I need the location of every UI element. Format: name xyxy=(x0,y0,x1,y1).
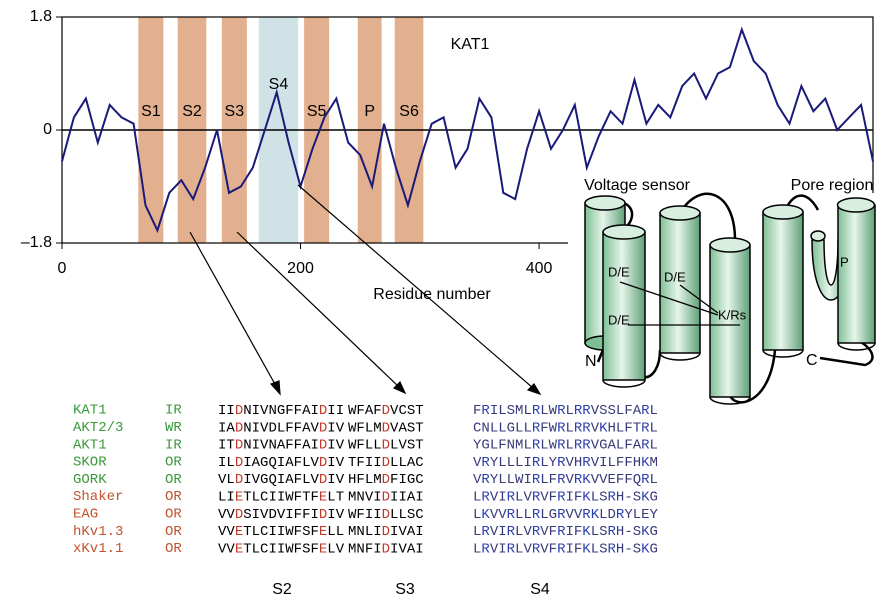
label: C xyxy=(806,352,818,369)
x-tick-label: 200 xyxy=(287,260,314,277)
rectifier-type: IR xyxy=(165,403,182,419)
protein-name: AKT2/3 xyxy=(73,420,123,436)
sequence: MNLIDIVAI xyxy=(348,524,424,540)
label: D/E xyxy=(608,264,630,279)
region-label: S6 xyxy=(399,103,419,120)
sequence: YGLFNMLRLWRLRRVGALFARL xyxy=(473,437,658,453)
rectifier-type: OR xyxy=(165,455,182,471)
sequence: VVETLCIIWFSFELL xyxy=(218,524,344,540)
annotation: KAT1 xyxy=(451,36,490,53)
sequence: VRYLLLIRLYRVHRVILFFHKM xyxy=(473,455,658,471)
label: D/E xyxy=(608,312,630,327)
sequence: LRVIRLVRVFRIFKLSRH-SKG xyxy=(473,524,658,540)
protein-name: AKT1 xyxy=(73,437,107,453)
y-tick-label: 1.8 xyxy=(30,8,52,25)
label: Voltage sensor xyxy=(584,177,691,194)
y-tick-label: 0 xyxy=(43,121,52,138)
rectifier-type: IR xyxy=(165,437,182,453)
protein-name: EAG xyxy=(73,507,98,523)
topology-diagram: Voltage sensor Pore region D/E D/E D/E K… xyxy=(568,177,883,408)
protein-name: Shaker xyxy=(73,489,123,505)
sequence: LIETLCIIWFTFELT xyxy=(218,489,344,505)
x-tick-label: 0 xyxy=(58,260,67,277)
sequence: CNLLGLLRFWRLRRVKHLFTRL xyxy=(473,420,658,436)
label: K/Rs xyxy=(718,307,747,322)
sequence: WFIIDLLSC xyxy=(348,507,424,523)
sequence: WFLMDVAST xyxy=(348,420,424,436)
y-tick-label: –1.8 xyxy=(21,234,52,251)
protein-name: xKv1.1 xyxy=(73,541,123,557)
sequence: MNVIDIIAI xyxy=(348,489,424,505)
sequence: VVDSIVDVIFFIDIV xyxy=(218,507,345,523)
region-label: P xyxy=(364,103,375,120)
label: Pore region xyxy=(791,177,874,194)
sequence: ITDNIVNAFFAIDIV xyxy=(218,437,345,453)
region-label: S4 xyxy=(269,76,289,93)
region-label: S2 xyxy=(182,103,202,120)
sequence: TFIIDLLAC xyxy=(348,455,424,471)
sequence: VLDIVGQIAFLVDIV xyxy=(218,472,345,488)
x-tick-label: 400 xyxy=(526,260,553,277)
rectifier-type: WR xyxy=(165,420,182,436)
sequence: LKVVRLLRLGRVVRKLDRYLEY xyxy=(473,507,659,523)
protein-name: KAT1 xyxy=(73,403,107,419)
sequence: WFLLDLVST xyxy=(348,437,424,453)
column-label: S2 xyxy=(272,581,292,598)
sequence: IADNIVDLFFAVDIV xyxy=(218,420,345,436)
rectifier-type: OR xyxy=(165,541,182,557)
column-label: S3 xyxy=(395,581,415,598)
figure: S1S2S3S4S5PS6–1.801.80200400 KAT1 Residu… xyxy=(0,0,883,608)
sequence: ILDIAGQIAFLVDIV xyxy=(218,455,345,471)
sequence: LRVIRLVRVFRIFKLSRH-SKG xyxy=(473,489,658,505)
sequence: MNFIDIVAI xyxy=(348,541,424,557)
protein-name: SKOR xyxy=(73,455,107,471)
sequence: FRILSMLRLWRLRRVSSLFARL xyxy=(473,403,658,419)
sequence: HFLMDFIGC xyxy=(348,472,424,488)
region-label: S1 xyxy=(141,103,161,120)
column-label: S4 xyxy=(530,581,550,598)
rectifier-type: OR xyxy=(165,472,182,488)
protein-name: GORK xyxy=(73,472,107,488)
rectifier-type: OR xyxy=(165,524,182,540)
rectifier-type: OR xyxy=(165,507,182,523)
label: N xyxy=(585,353,597,370)
protein-name: hKv1.3 xyxy=(73,524,123,540)
region-label: S3 xyxy=(225,103,245,120)
label: D/E xyxy=(664,269,686,284)
sequence: VRYLLWIRLFRVRKVVEFFQRL xyxy=(473,472,658,488)
label: P xyxy=(840,254,849,269)
sequence: LRVIRLVRVFRIFKLSRH-SKG xyxy=(473,541,658,557)
sequence: VVETLCIIWFSFELV xyxy=(218,541,345,557)
sequence: IIDNIVNGFFAIDII xyxy=(218,403,344,419)
sequence: WFAFDVCST xyxy=(348,403,424,419)
rectifier-type: OR xyxy=(165,489,182,505)
